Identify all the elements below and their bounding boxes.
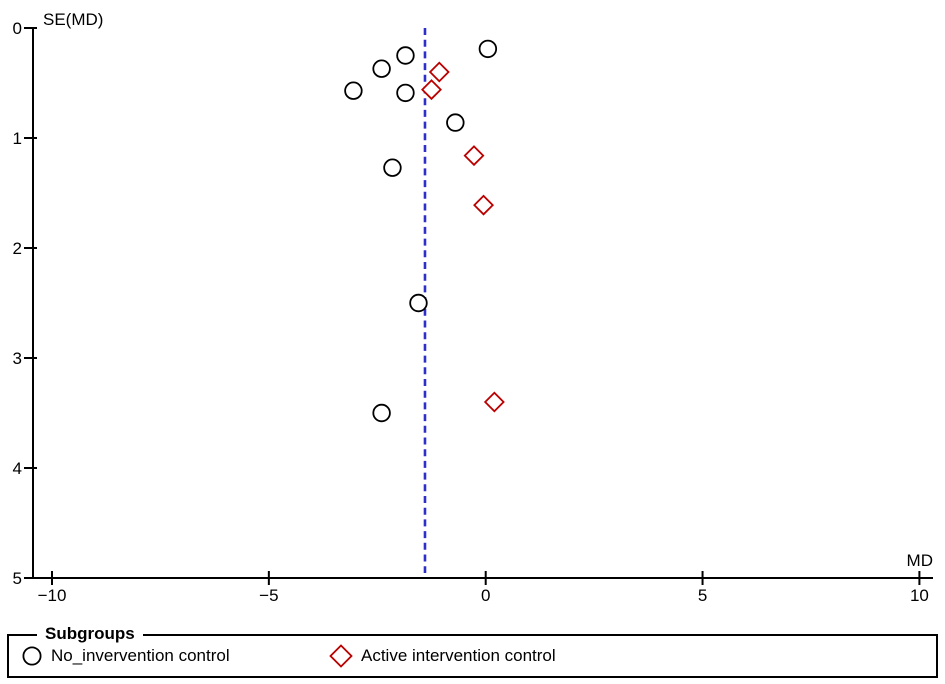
subgroups-legend: Subgroups No_invervention control Active… (7, 624, 938, 678)
data-point-diamond (473, 194, 495, 216)
x-tick-label: −5 (259, 586, 278, 605)
legend-item-no-intervention: No_invervention control (21, 645, 230, 667)
x-tick-label: 0 (481, 586, 490, 605)
data-point-circle (446, 113, 465, 132)
data-point-diamond (421, 79, 442, 101)
circle-marker-icon (22, 646, 42, 666)
diamond-marker-icon (329, 644, 353, 668)
data-point-circle (383, 158, 402, 177)
y-tick-label: 2 (13, 239, 22, 258)
y-tick-label: 0 (13, 19, 22, 38)
data-point-circle (396, 83, 415, 103)
y-tick-label: 3 (13, 349, 22, 368)
data-point-circle (372, 59, 391, 78)
data-point-diamond (483, 391, 505, 413)
y-axis-title: SE(MD) (43, 10, 103, 29)
y-tick-label: 1 (13, 129, 22, 148)
legend-item-label: Active intervention control (361, 646, 556, 665)
data-point-circle (409, 293, 428, 313)
legend-item-label: No_invervention control (51, 646, 230, 665)
y-tick-label: 4 (13, 459, 22, 478)
x-tick-label: 5 (698, 586, 707, 605)
data-point-diamond (463, 145, 485, 167)
funnel-plot: 0 1 2 3 4 5 −10 −5 0 5 10 SE(MD) MD (13, 10, 933, 605)
x-tick-label: −10 (38, 586, 67, 605)
x-tick-label: 10 (910, 586, 929, 605)
legend-items: No_invervention control Active intervent… (9, 636, 936, 676)
legend-title: Subgroups (37, 624, 143, 644)
data-point-circle (478, 39, 498, 59)
data-point-circle (344, 81, 363, 100)
data-point-circle (396, 46, 415, 65)
data-point-diamond (428, 61, 450, 83)
x-axis-title: MD (907, 551, 933, 570)
y-tick-label: 5 (13, 569, 22, 588)
legend-item-active-intervention: Active intervention control (329, 644, 556, 668)
data-point-circle (372, 403, 391, 423)
